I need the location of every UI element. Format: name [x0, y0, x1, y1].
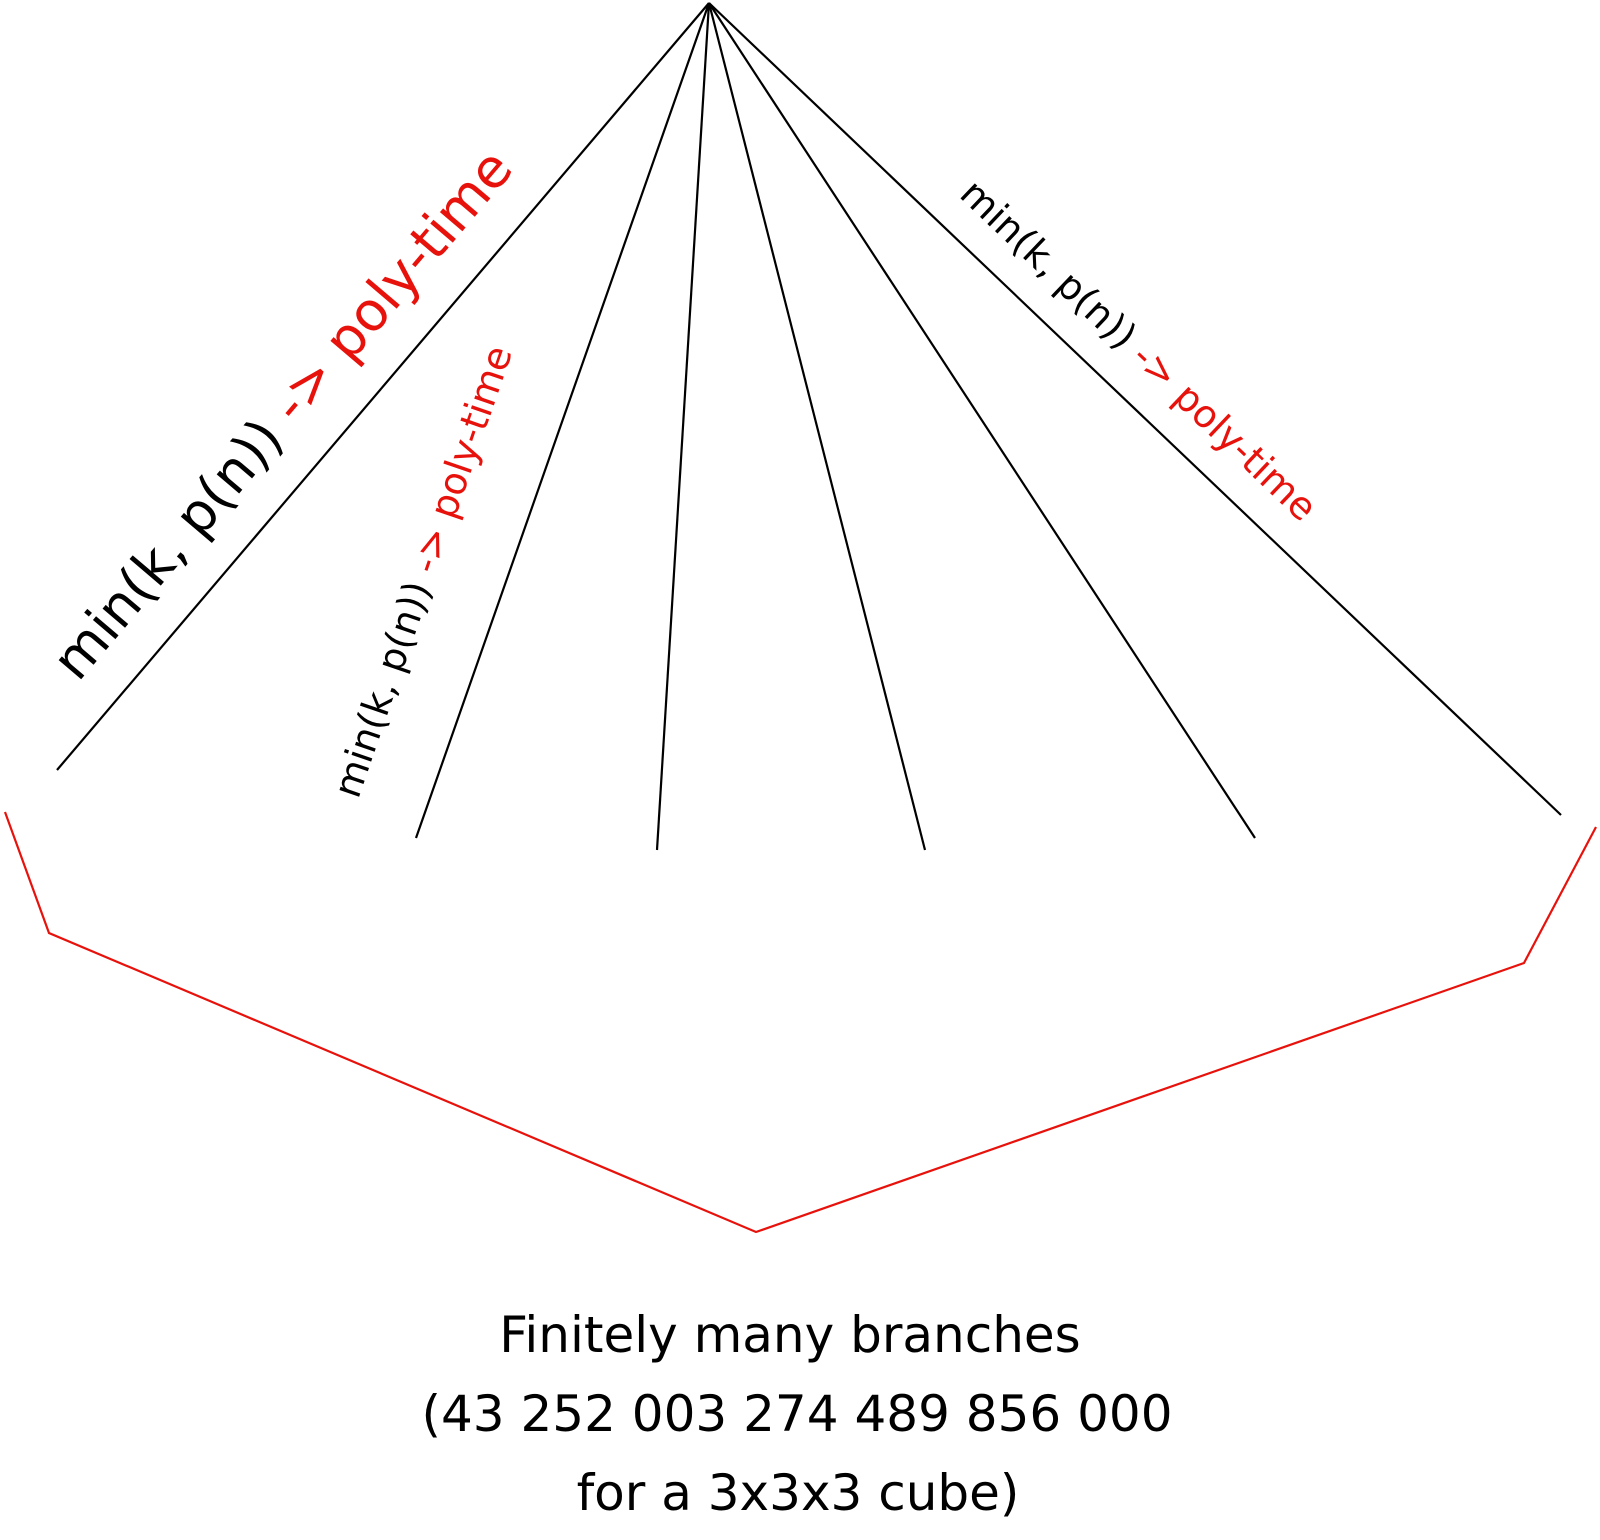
inner-left-branch-expr: min(k, p(n)) — [325, 576, 440, 803]
caption-line-3: for a 3x3x3 cube) — [577, 1464, 1020, 1522]
branch-3 — [655, 2, 711, 851]
branch-5 — [708, 2, 1256, 839]
tree-branches — [56, 2, 1562, 851]
right-branch-expr: min(k, p(n)) — [952, 171, 1146, 358]
caption-line-2: (43 252 003 274 489 856 000 — [421, 1385, 1172, 1443]
left-branch-expr: min(k, p(n)) — [40, 407, 296, 692]
right-branch-result: poly-time — [1157, 366, 1326, 530]
inner-left-branch-result: poly-time — [417, 340, 521, 535]
inner-left-branch-label: min(k, p(n)) -> poly-time — [325, 340, 521, 803]
caption-line-1: Finitely many branches — [499, 1306, 1080, 1364]
branches-brace — [3, 811, 1597, 1234]
branch-2 — [414, 2, 711, 839]
branch-4 — [707, 2, 927, 851]
caption: Finitely many branches (43 252 003 274 4… — [421, 1306, 1172, 1522]
branch-1 — [56, 2, 710, 771]
right-branch-label: min(k, p(n)) -> poly-time — [952, 171, 1326, 530]
branch-6 — [708, 2, 1562, 816]
left-branch-label: min(k, p(n)) -> poly-time — [40, 137, 525, 691]
